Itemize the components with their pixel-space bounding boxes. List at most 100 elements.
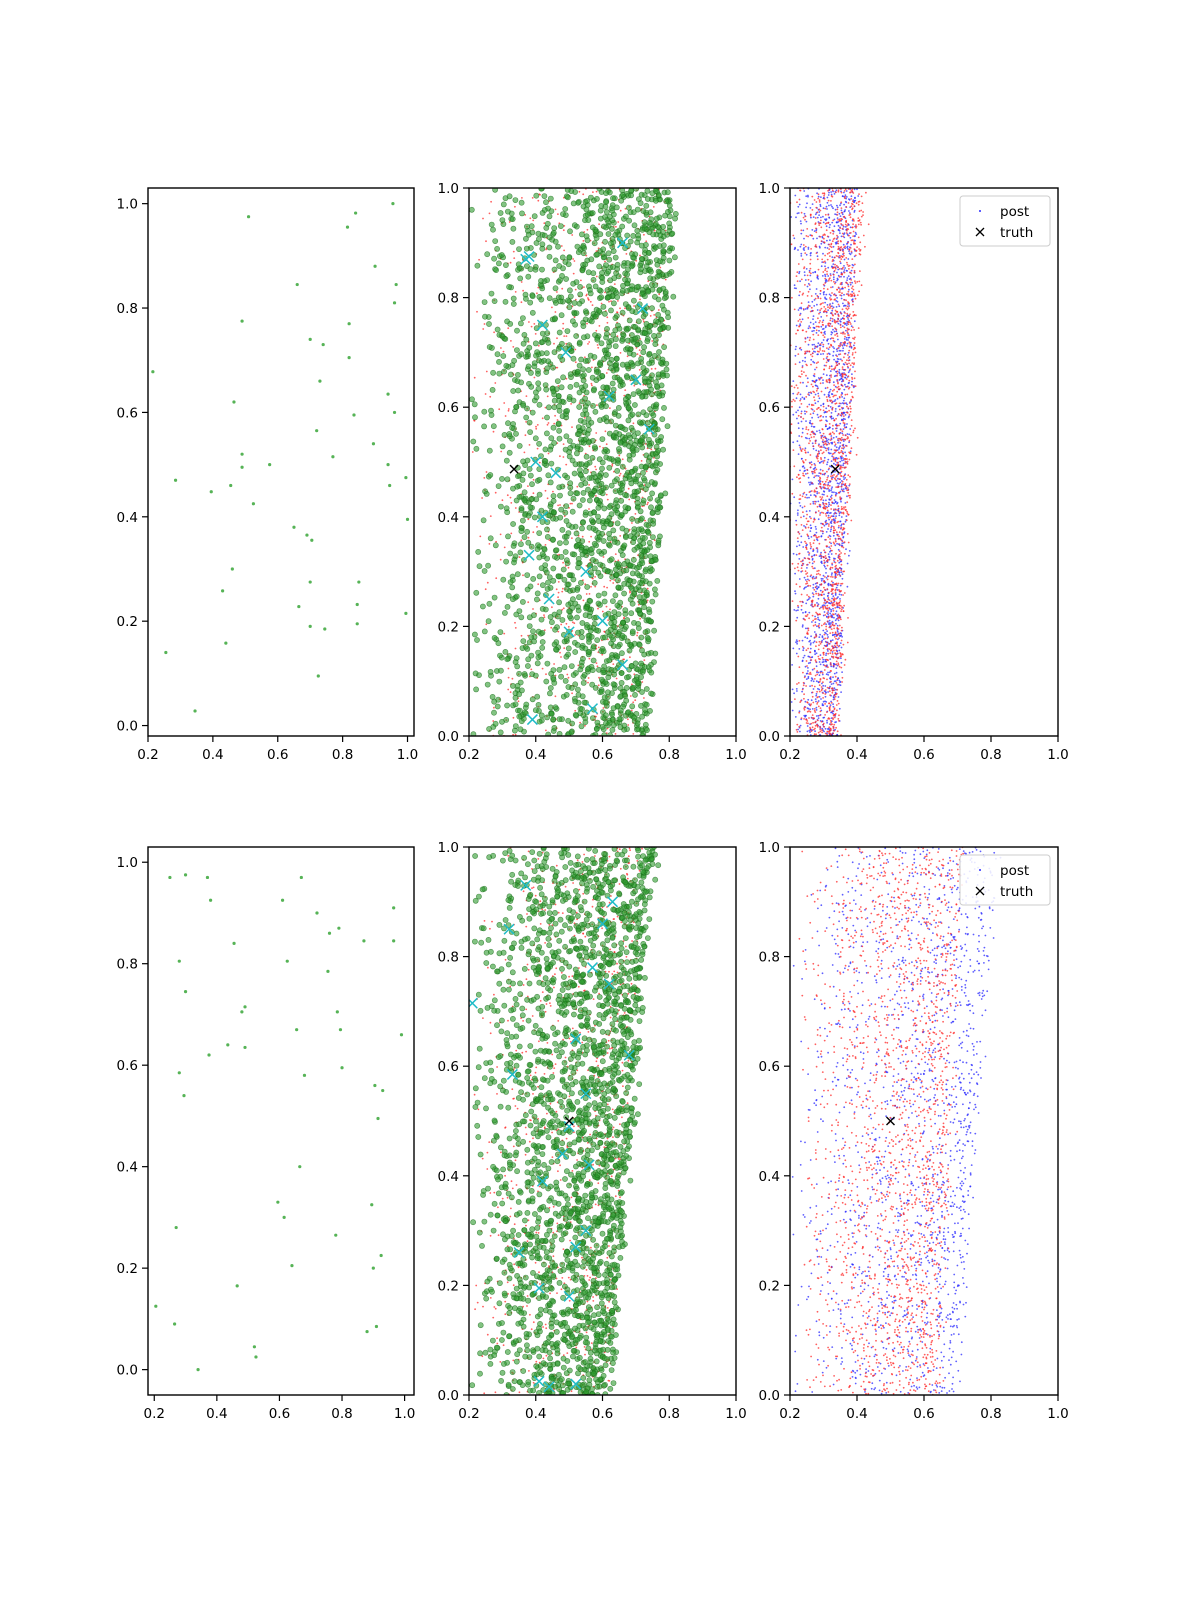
- blue-sample-point: [828, 503, 831, 506]
- blue-sample-point: [807, 598, 810, 601]
- red-sample-point: [653, 539, 656, 542]
- blue-sample-point: [827, 514, 830, 517]
- green-sample-point: [530, 628, 536, 635]
- blue-sample-point: [822, 704, 825, 707]
- blue-sample-point: [854, 199, 857, 202]
- green-sample-point: [642, 721, 649, 728]
- green-sample-point: [634, 284, 641, 290]
- blue-sample-point: [805, 253, 808, 256]
- red-sample-point: [632, 422, 635, 425]
- green-sample-point: [605, 268, 612, 275]
- red-sample-point: [571, 234, 574, 236]
- green-sample-point: [520, 638, 527, 644]
- blue-sample-point: [808, 391, 810, 394]
- green-sample-point: [506, 449, 513, 456]
- blue-sample-point: [827, 194, 830, 196]
- red-sample-point: [488, 543, 491, 545]
- blue-sample-point: [813, 494, 816, 496]
- green-sample-point: [561, 638, 568, 645]
- blue-sample-point: [840, 524, 842, 527]
- red-sample-point: [641, 681, 644, 683]
- green-sample-point: [648, 504, 654, 511]
- red-sample-point: [552, 490, 554, 493]
- green-sample-point: [570, 355, 577, 362]
- blue-sample-point: [853, 188, 856, 191]
- blue-sample-point: [840, 594, 843, 596]
- green-sample-point: [591, 487, 597, 494]
- green-sample-point: [572, 461, 579, 468]
- blue-sample-point: [832, 705, 835, 708]
- blue-sample-point: [827, 505, 830, 508]
- blue-sample-point: [845, 454, 847, 457]
- green-sample-point: [470, 438, 477, 445]
- green-sample-point: [553, 646, 559, 653]
- red-sample-point: [596, 344, 599, 346]
- blue-sample-point: [843, 478, 845, 480]
- red-sample-point: [510, 502, 513, 504]
- blue-sample-point: [819, 589, 822, 592]
- green-sample-point: [474, 262, 481, 269]
- green-sample-point: [584, 584, 591, 590]
- red-sample-point: [611, 463, 614, 466]
- green-sample-point: [570, 495, 577, 502]
- green-sample-point: [550, 676, 557, 683]
- green-sample-point: [640, 497, 647, 504]
- green-sample-point: [619, 287, 626, 294]
- red-sample-point: [574, 298, 577, 301]
- green-sample-point: [567, 287, 573, 294]
- green-sample-point: [524, 586, 531, 593]
- green-sample-point: [619, 512, 625, 518]
- blue-sample-point: [820, 404, 822, 407]
- green-sample-point: [536, 718, 543, 725]
- green-sample-point: [582, 395, 588, 402]
- blue-sample-point: [854, 197, 856, 200]
- red-sample-point: [619, 307, 621, 310]
- green-sample-point: [580, 497, 586, 503]
- green-sample-point: [571, 222, 578, 229]
- data-point: [355, 622, 359, 626]
- green-sample-point: [573, 381, 580, 388]
- blue-sample-point: [839, 684, 842, 687]
- red-sample-point: [633, 384, 636, 387]
- green-sample-point: [627, 577, 634, 584]
- blue-sample-point: [796, 212, 799, 215]
- green-sample-point: [650, 534, 656, 540]
- red-sample-point: [599, 445, 601, 448]
- green-sample-point: [652, 188, 659, 194]
- blue-sample-point: [815, 288, 818, 290]
- blue-sample-point: [812, 688, 815, 690]
- green-sample-point: [610, 264, 616, 270]
- data-point: [310, 538, 314, 542]
- blue-sample-point: [836, 277, 839, 280]
- green-sample-point: [596, 287, 603, 293]
- green-sample-point: [619, 463, 626, 470]
- green-sample-point: [556, 263, 563, 269]
- blue-sample-point: [810, 216, 812, 219]
- blue-sample-point: [825, 374, 828, 377]
- blue-sample-point: [839, 262, 842, 265]
- red-sample-point: [522, 289, 524, 292]
- red-sample-point: [629, 695, 632, 697]
- x-tick-label: 1.0: [397, 747, 418, 763]
- green-sample-point: [600, 303, 607, 310]
- blue-sample-point: [818, 481, 821, 484]
- green-sample-point: [649, 510, 656, 517]
- blue-sample-point: [794, 354, 797, 357]
- blue-sample-point: [850, 269, 853, 272]
- green-sample-point: [582, 719, 589, 725]
- green-sample-point: [634, 680, 641, 687]
- green-sample-point: [531, 363, 538, 370]
- blue-sample-point: [828, 501, 830, 504]
- blue-sample-point: [836, 414, 839, 417]
- blue-sample-point: [845, 426, 848, 428]
- green-sample-point: [640, 469, 646, 476]
- blue-sample-point: [795, 411, 798, 414]
- blue-sample-point: [814, 368, 816, 371]
- green-sample-point: [535, 702, 542, 708]
- red-sample-point: [631, 683, 633, 686]
- green-sample-point: [615, 322, 621, 329]
- green-sample-point: [542, 335, 548, 342]
- red-sample-point: [587, 681, 589, 684]
- blue-sample-point: [826, 201, 829, 204]
- blue-sample-point: [801, 318, 804, 321]
